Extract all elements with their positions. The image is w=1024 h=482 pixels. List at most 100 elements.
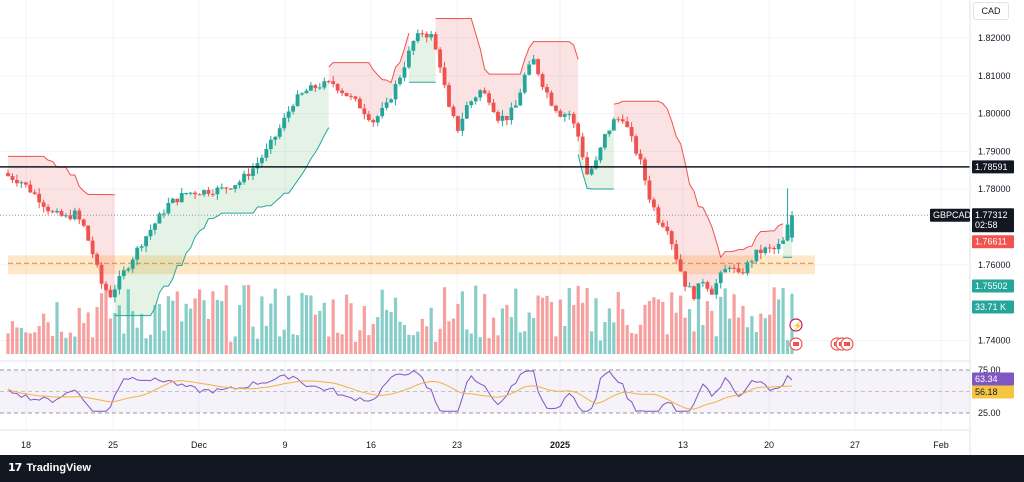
volume-bar: [344, 294, 349, 354]
candle: [433, 31, 438, 50]
candle-body: [554, 105, 558, 111]
volume-bar: [108, 318, 113, 354]
candle-body: [754, 249, 759, 262]
volume-bar: [99, 293, 104, 354]
tradingview-brand[interactable]: 𝟭𝟳 TradingView: [8, 461, 91, 474]
candle-body: [411, 41, 416, 51]
candle-body: [211, 193, 215, 195]
candle-body: [202, 190, 206, 195]
volume-bar: [82, 322, 86, 354]
candle: [148, 224, 153, 240]
volume-bar: [647, 300, 652, 354]
volume-bar: [612, 322, 616, 354]
candle: [411, 40, 416, 55]
candle: [683, 271, 687, 292]
candlestick-chart[interactable]: 1.82000 1.81000 1.80000 1.79000 1.78000 1.760…: [0, 0, 1024, 455]
candle: [366, 110, 371, 122]
candle-body: [362, 108, 367, 115]
volume-bar: [148, 334, 153, 354]
candle-body: [126, 268, 131, 271]
volume-bar: [273, 288, 277, 354]
volume-bar: [687, 309, 692, 354]
candle: [696, 283, 701, 300]
candle-body: [625, 121, 630, 128]
candle-body: [117, 276, 122, 290]
candle: [723, 264, 728, 273]
symbol-tag-text: GBPCAD: [933, 210, 972, 220]
volume-bar: [327, 336, 331, 354]
supertrend-down-tag: 1.76611: [972, 235, 1014, 249]
candle: [776, 238, 781, 254]
candle-body: [68, 215, 73, 220]
volume-bar: [563, 326, 567, 354]
volume-bar: [126, 289, 130, 354]
candle: [447, 82, 451, 108]
volume-bar: [768, 314, 772, 354]
candle: [273, 136, 278, 146]
volume-bar: [581, 302, 585, 354]
rsi-ma-tag: 56.18: [972, 385, 1014, 399]
supertrend-down-tag-text: 1.76611: [975, 237, 1007, 247]
candle-body: [144, 236, 148, 247]
candle: [464, 101, 469, 119]
volume-bar: [113, 312, 117, 354]
candle-body: [496, 112, 500, 121]
volume-bar: [438, 328, 442, 354]
volume-bar: [777, 299, 781, 354]
volume-bar: [500, 308, 505, 354]
volume-bar: [389, 312, 393, 354]
candle-body: [487, 93, 491, 103]
volume-bar: [652, 297, 656, 354]
volume-bar: [598, 340, 603, 354]
volume-bar: [95, 307, 99, 354]
volume-bar: [59, 331, 64, 354]
candle: [380, 102, 385, 119]
candle-body: [50, 211, 55, 213]
candle: [55, 208, 59, 214]
candle-body: [99, 264, 104, 284]
candle-body: [153, 223, 157, 230]
volume-bar: [46, 322, 50, 354]
supertrend-up-tag-bg: [972, 279, 1014, 293]
candle-body: [206, 190, 211, 194]
currency-selector[interactable]: CAD: [973, 2, 1009, 20]
volume-bar: [491, 317, 496, 354]
candle-body: [237, 182, 242, 186]
candle-body: [255, 163, 260, 169]
candle: [398, 75, 402, 86]
volume-bar: [157, 304, 162, 354]
volume-bar: [509, 317, 513, 354]
candle-body: [375, 116, 380, 123]
candle-body: [188, 192, 193, 194]
price-tick-label: 1.82000: [978, 33, 1011, 43]
candle: [611, 117, 616, 131]
volume-bar: [238, 305, 242, 354]
candle-body: [277, 128, 282, 137]
candle-body: [300, 93, 304, 95]
volume-bar: [349, 303, 353, 354]
candle: [295, 90, 300, 107]
candle-body: [32, 192, 37, 194]
volume-bar: [589, 331, 594, 354]
volume-bar: [732, 294, 736, 354]
volume-bar: [483, 294, 487, 354]
candle: [59, 208, 64, 217]
volume-bar: [496, 335, 500, 354]
candle-body: [709, 288, 714, 295]
candle-body: [687, 286, 692, 288]
candle: [81, 218, 86, 228]
candle-body: [313, 85, 318, 89]
volume-tag-bg: [972, 300, 1014, 314]
candle: [554, 104, 558, 113]
supertrend-down-tag-bg: [972, 235, 1014, 249]
volume-bar: [331, 299, 335, 354]
volume-bar: [710, 310, 714, 354]
candle: [170, 197, 175, 204]
candle-body: [23, 182, 28, 185]
volume-bar: [287, 295, 291, 354]
volume-bar: [505, 304, 509, 354]
candle-body: [242, 173, 246, 183]
candle-body: [246, 173, 251, 176]
supertrend-up-tag: 1.75502: [972, 279, 1014, 293]
